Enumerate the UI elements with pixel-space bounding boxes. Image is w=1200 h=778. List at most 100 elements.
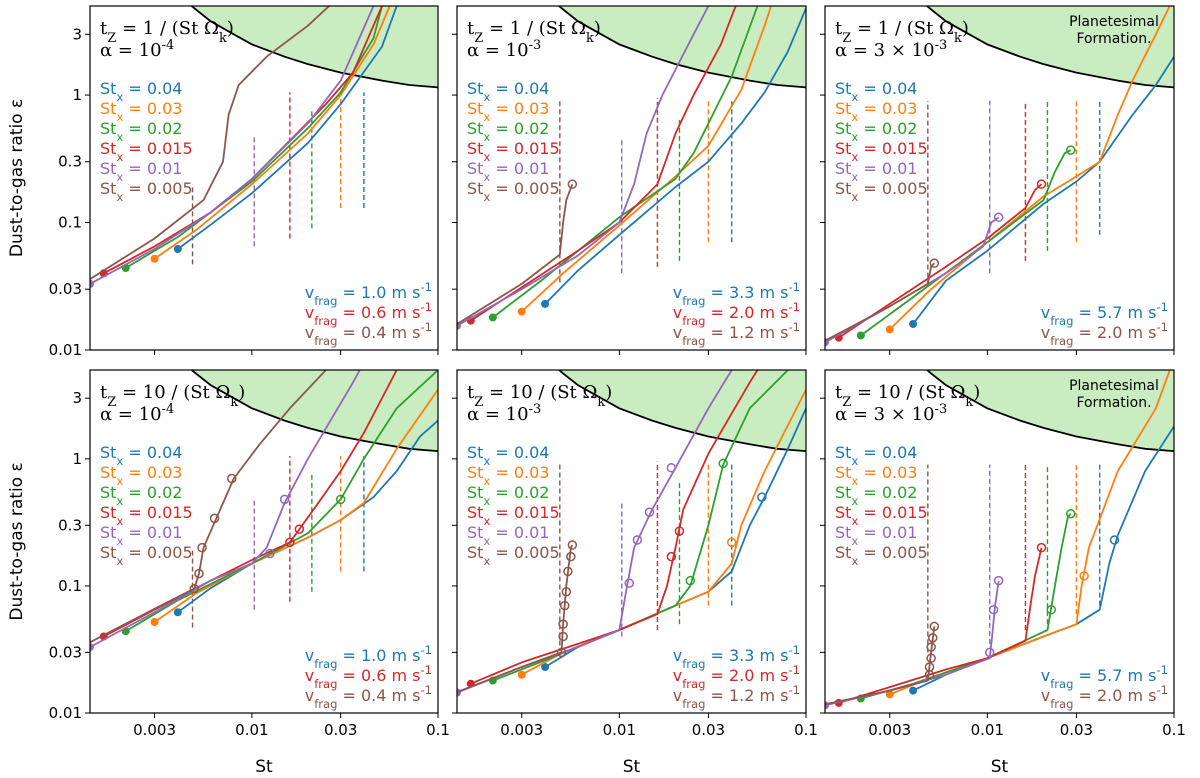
marker-open-green [685,575,696,586]
marker-filled-blue [173,608,182,617]
vfrag-legend-entry: vfrag = 0.6 m s-1 [305,300,432,328]
axes-frame [824,369,1175,714]
x-tick-label: 0.03 [324,721,357,739]
x-tick-label: 0.1 [794,721,818,739]
vfrag-legend-entry: vfrag = 5.7 m s-1 [1041,663,1168,691]
stx-legend-entry: Stx = 0.005 [835,179,928,204]
planetesimal-region [191,370,438,452]
stx-legend-entry: Stx = 0.03 [100,99,182,124]
series-line-green [860,149,1072,337]
plot-area [457,370,806,697]
marker-filled-green [488,313,497,322]
vfrag-legend-entry: vfrag = 2.0 m s-1 [1041,683,1168,711]
marker-open-purple [984,647,995,658]
series-line-purple [90,6,375,285]
stx-legend-entry: Stx = 0.03 [100,463,182,488]
y-tick-label: 0.01 [49,704,82,722]
marker-open-purple [993,212,1004,223]
panel-tz-label: tZ = 1 / (St Ωk) [467,18,601,46]
marker-filled-blue [541,663,550,672]
stx-legend-entry: Stx = 0.01 [100,159,182,184]
marker-open-green [1066,145,1076,155]
marker-filled-purple [90,279,94,288]
marker-filled-orange [885,690,894,699]
plot-area [457,6,806,330]
marker-open-green [718,458,728,469]
stx-legend-entry: Stx = 0.015 [100,503,193,528]
panel-tz-label: tZ = 10 / (St Ωk) [467,382,612,410]
series-line-orange [521,6,772,313]
stx-legend-entry: Stx = 0.04 [467,443,549,468]
stx-legend-entry: Stx = 0.01 [835,159,917,184]
panel-tz-label: tZ = 10 / (St Ωk) [835,382,980,410]
marker-open-purple [279,494,290,505]
marker-filled-orange [517,307,526,316]
marker-open-brown [567,540,578,550]
series-line-green [860,513,1072,700]
plot-area [90,370,438,652]
vfrag-legend-entry: vfrag = 5.7 m s-1 [1041,300,1168,328]
marker-filled-blue [173,245,182,254]
axes-frame [89,5,439,351]
marker-open-purple [632,535,643,545]
marker-open-purple [624,578,634,588]
panel-1: 0.01 0.03 0.1 0.3 1 3 tZ = 1 / (St Ωk)α = 10-4… [49,5,439,359]
stx-legend-entry: Stx = 0.005 [835,543,928,568]
x-tick-label: 0.01 [603,721,636,739]
stx-legend-entry: Stx = 0.04 [467,79,549,104]
marker-open-green [1066,508,1076,519]
marker-open-purple [265,548,275,559]
marker-open-brown [927,633,938,643]
y-tick-label: 0.1 [58,577,82,595]
series-line-red [470,6,737,322]
x-tick-label: 0.003 [500,721,543,739]
panel-alpha-label: α = 10-4 [100,38,174,62]
planetesimal-boundary [191,6,438,89]
marker-filled-green [856,331,865,340]
series-line-red [838,183,1043,339]
marker-filled-blue [541,299,550,308]
marker-open-red [285,537,295,548]
y-tick-label: 0.3 [58,516,82,534]
planetesimal-boundary [558,370,806,452]
marker-open-brown [227,473,237,484]
x-axis-title: St [623,757,641,777]
vfrag-legend-entry: vfrag = 3.3 m s-1 [673,643,800,671]
marker-open-brown [929,258,940,268]
stx-legend-entry: Stx = 0.02 [467,119,549,144]
marker-open-blue [1109,535,1120,545]
y-tick-label: 0.1 [58,214,82,232]
y-tick-label: 0.03 [49,280,82,298]
series-line-blue [912,56,1174,325]
stx-legend-entry: Stx = 0.03 [467,463,549,488]
y-tick-label: 3 [72,389,82,407]
series-line-purple [90,370,361,648]
x-tick-label: 0.01 [235,721,268,739]
marker-open-brown [926,642,936,652]
planetesimal-boundary [926,6,1174,89]
vfrag-legend-entry: vfrag = 1.0 m s-1 [305,280,432,308]
marker-open-green [1046,604,1057,615]
marker-open-brown [556,647,567,658]
series-line-orange [889,6,1171,331]
panel-3: tZ = 1 / (St Ωk)α = 3 × 10-3 Planetesimal… [820,5,1175,355]
marker-open-orange [726,537,737,548]
marker-open-brown [559,600,570,611]
series-line-orange [153,389,438,623]
stx-legend-entry: Stx = 0.04 [100,79,182,104]
stx-legend-entry: Stx = 0.015 [835,503,928,528]
marker-open-brown [197,542,207,553]
panel-alpha-label: α = 10-4 [100,402,174,426]
series-line-brown [825,262,935,342]
marker-filled-orange [885,325,894,334]
y-tick-label: 1 [72,450,82,468]
x-tick-label: 0.03 [1060,721,1093,739]
series-line-brown [457,544,574,693]
x-tick-label: 0.003 [868,721,911,739]
marker-filled-orange [150,618,159,627]
marker-open-brown [924,662,935,672]
panel-alpha-label: α = 3 × 10-3 [835,402,947,426]
series-line-brown [457,183,574,325]
marker-open-brown [189,583,199,594]
vfrag-legend-entry: vfrag = 0.4 m s-1 [305,683,432,711]
